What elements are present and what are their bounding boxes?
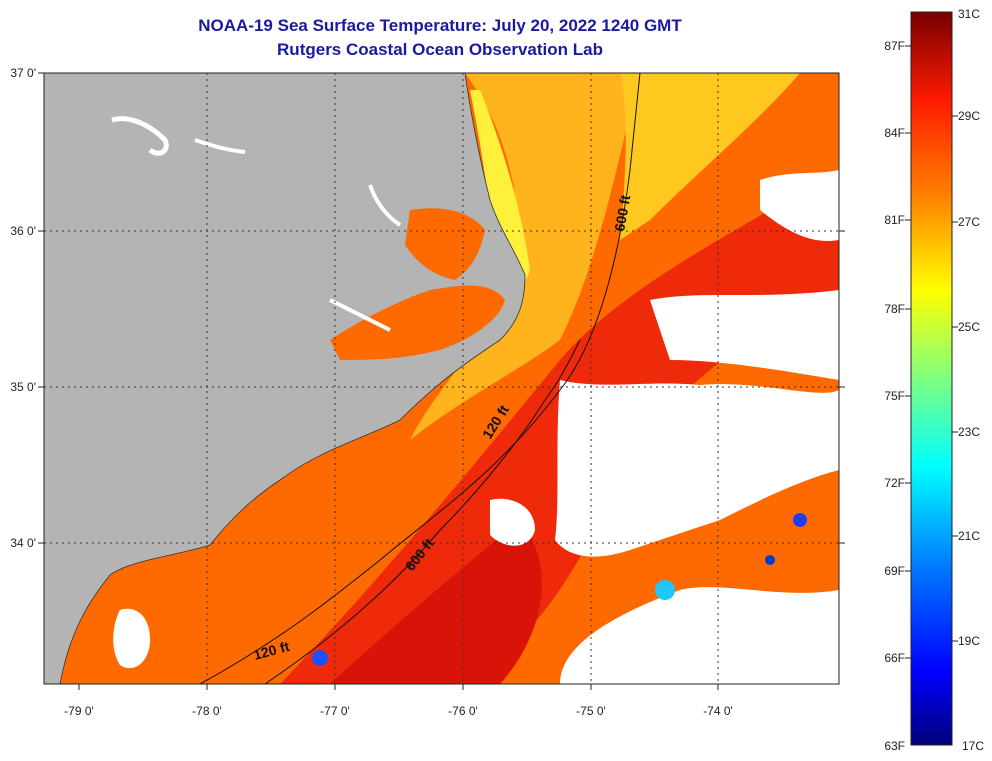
colorbar-c-label: 19C — [958, 634, 980, 648]
cool-eddy — [793, 513, 807, 527]
cloud — [113, 608, 150, 669]
colorbar-f-label: 66F — [884, 651, 905, 665]
colorbar-c-label: 17C — [962, 739, 984, 753]
lon-label: -75 0' — [576, 704, 606, 718]
cool-eddy — [312, 650, 328, 666]
isobath-120ft — [264, 339, 581, 684]
graticule — [44, 73, 839, 684]
colorbar-f-label: 78F — [884, 302, 905, 316]
lon-label: -78 0' — [192, 704, 222, 718]
colorbar-f-label: 69F — [884, 564, 905, 578]
lat-label: 37 0' — [10, 66, 36, 80]
pamlico-sound — [405, 208, 485, 280]
shelf-water-north — [620, 73, 800, 240]
map-area — [44, 73, 839, 684]
isobath-600ft — [199, 73, 641, 684]
lat-label: 34 0' — [10, 536, 36, 550]
colorbar-ticks — [905, 45, 958, 659]
land — [44, 73, 526, 684]
colorbar-c-label: 27C — [958, 215, 980, 229]
colorbar-f-label: 75F — [884, 389, 905, 403]
river — [111, 116, 169, 156]
map-frame — [43, 72, 840, 685]
colorbar-f-label: 81F — [884, 213, 905, 227]
lon-label: -79 0' — [64, 704, 94, 718]
lon-label: -76 0' — [448, 704, 478, 718]
colorbar-f-label: 72F — [884, 476, 905, 490]
colorbar — [910, 11, 953, 746]
river — [368, 184, 402, 227]
lon-label: -77 0' — [320, 704, 350, 718]
colorbar-f-label: 87F — [884, 39, 905, 53]
cool-eddy — [765, 555, 775, 565]
colorbar-c-label: 31C — [958, 7, 980, 21]
river — [194, 138, 246, 154]
cloud — [560, 587, 839, 684]
map-title: NOAA-19 Sea Surface Temperature: July 20… — [198, 16, 682, 35]
nearshore-cool — [470, 90, 530, 289]
river — [329, 298, 391, 332]
colorbar-c-label: 29C — [958, 109, 980, 123]
cloud — [555, 380, 839, 557]
colorbar-f-label: 84F — [884, 126, 905, 140]
map-subtitle: Rutgers Coastal Ocean Observation Lab — [277, 40, 603, 59]
cool-eddy — [655, 580, 675, 600]
contour-label-600-north: 600 ft — [611, 193, 633, 232]
pamlico-south — [330, 285, 505, 360]
colorbar-c-label: 23C — [958, 425, 980, 439]
colorbar-f-label: 63F — [884, 739, 905, 753]
colorbar-c-label: 21C — [958, 529, 980, 543]
colorbar-c-label: 25C — [958, 320, 980, 334]
lon-label: -74 0' — [703, 704, 733, 718]
cloud — [490, 498, 535, 546]
lat-label: 36 0' — [10, 224, 36, 238]
cloud — [650, 290, 839, 380]
lat-label: 35 0' — [10, 380, 36, 394]
hot-core — [330, 520, 542, 684]
cloud — [760, 170, 839, 241]
ticks — [38, 72, 845, 690]
